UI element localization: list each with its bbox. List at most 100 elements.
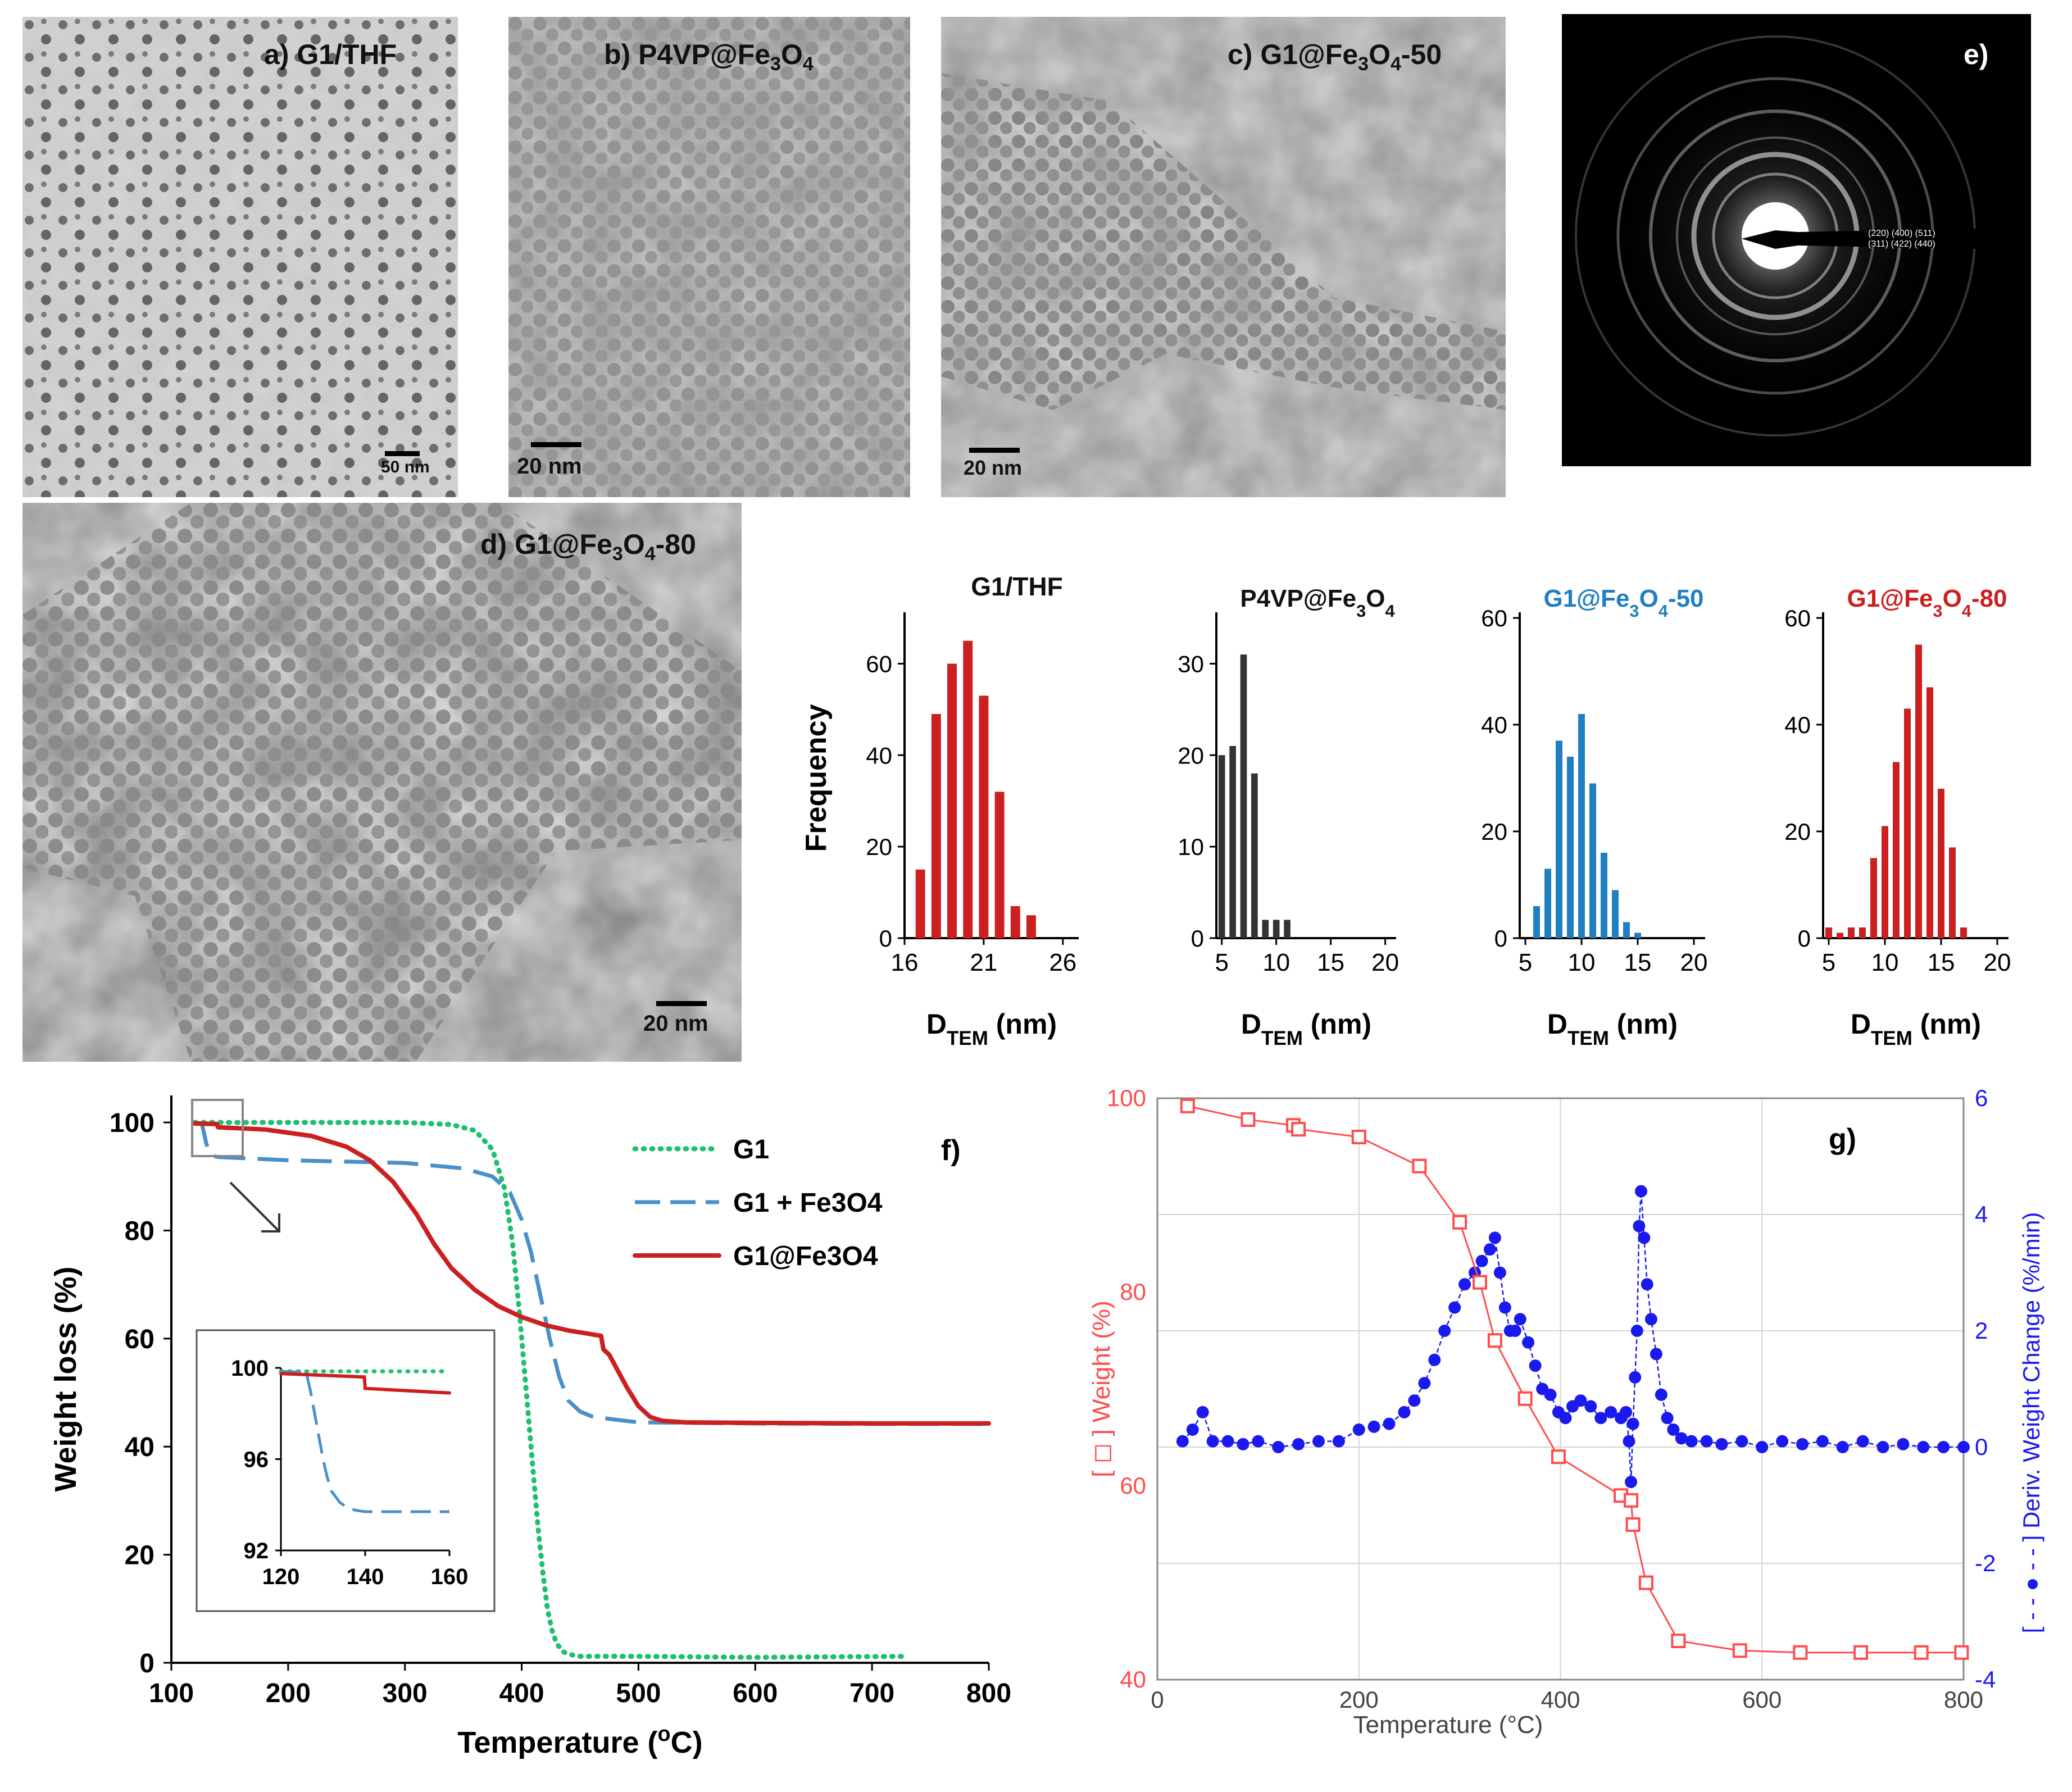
plot-frame xyxy=(1156,1097,1965,1681)
weight-point xyxy=(1853,1645,1869,1660)
histogram-bar xyxy=(1240,654,1247,938)
weight-point xyxy=(1180,1098,1195,1113)
histogram-title-part: G1@Fe xyxy=(1847,585,1933,612)
x-axis-label-part: C) xyxy=(671,1726,703,1759)
weight-point xyxy=(1291,1122,1306,1137)
tem-b-label: b) P4VP@Fe3O4 xyxy=(604,39,814,75)
inset-y-tick-label: 96 xyxy=(244,1448,269,1472)
x-tick-label: 600 xyxy=(733,1679,778,1708)
histogram-title-part: 4 xyxy=(1385,601,1395,621)
weight-point xyxy=(1517,1391,1533,1406)
y-tick-label: 60 xyxy=(866,651,892,677)
deriv-point xyxy=(1625,1476,1638,1489)
deriv-point xyxy=(1605,1406,1617,1418)
y-tick-label: 40 xyxy=(1481,712,1507,738)
histogram-bar xyxy=(1262,920,1269,938)
inset-x-tick-label: 120 xyxy=(262,1564,300,1589)
histogram-bar xyxy=(1882,826,1888,938)
zoom-arrow-head xyxy=(261,1213,280,1232)
histogram-bar xyxy=(1026,915,1036,938)
tem-e-label: e) xyxy=(1964,39,1989,70)
series-line-g1fe3o4 xyxy=(194,1120,989,1426)
diffraction-pattern: (220) (400) (511) (311) (422) (440) xyxy=(1575,35,2031,436)
histogram-bar xyxy=(1601,853,1607,938)
histogram-bar xyxy=(1556,740,1562,938)
deriv-point xyxy=(1196,1406,1209,1418)
inset-series-line xyxy=(280,1370,449,1513)
deriv-point xyxy=(1574,1394,1587,1407)
deriv-point xyxy=(1483,1243,1496,1256)
weight-point xyxy=(1638,1575,1653,1590)
y-tick-label: 60 xyxy=(1120,1472,1146,1499)
deriv-point xyxy=(1685,1435,1698,1448)
histogram-bar xyxy=(994,792,1005,938)
x-axis-label-part: (nm) xyxy=(988,1008,1057,1040)
x-axis-label-part: o xyxy=(658,1722,671,1746)
deriv-point xyxy=(1700,1435,1713,1448)
weight-point xyxy=(1624,1493,1639,1508)
deriv-point xyxy=(1186,1423,1199,1436)
x-tick-label: 400 xyxy=(1541,1686,1580,1713)
deriv-point xyxy=(1508,1325,1521,1337)
y-tick-label: 20 xyxy=(1784,818,1811,845)
tga-chart-f: 0 20 40 60 80 100 100 200 300 400 500 600 700 800 Temp… xyxy=(49,1095,1011,1759)
x-tick-label: 20 xyxy=(1680,949,1708,976)
x-axis-label: DTEM (nm) xyxy=(1547,1008,1678,1049)
x-axis-label: Temperature (oC) xyxy=(457,1722,702,1759)
y-tick-label: 10 xyxy=(1178,834,1204,860)
histogram-bar xyxy=(1533,906,1540,938)
deriv-point xyxy=(1667,1423,1680,1436)
histogram-2: 0 10 20 30 5 10 15 20 DTEM (nm) P4VP@Fe3O4 xyxy=(1178,585,1399,1049)
x-tick-label: 5 xyxy=(1822,949,1835,976)
histogram-bar xyxy=(1218,755,1225,938)
deriv-point xyxy=(1559,1412,1572,1425)
inset-x-tick-label: 140 xyxy=(347,1564,384,1589)
x-tick-label: 20 xyxy=(1984,949,2011,976)
histogram-title-part: O xyxy=(1639,585,1658,612)
deriv-point xyxy=(1312,1435,1325,1448)
x-axis-label-part: D xyxy=(1851,1008,1871,1040)
histogram-title-part: 4 xyxy=(1658,601,1668,621)
deriv-point xyxy=(1897,1438,1910,1450)
histogram-title-part: -80 xyxy=(1971,585,2007,612)
x-axis-label: DTEM (nm) xyxy=(1241,1008,1371,1049)
y-tick-label: 40 xyxy=(125,1432,155,1462)
inset-series-line xyxy=(279,1372,451,1395)
histogram-bar xyxy=(1893,762,1900,938)
tem-image-a-texture xyxy=(22,17,458,497)
y-tick-label: 0 xyxy=(1798,925,1811,952)
deriv-point xyxy=(1633,1220,1646,1232)
y-tick-label: 40 xyxy=(1120,1666,1146,1693)
histogram-bar xyxy=(1938,789,1944,938)
histogram-title-part: P4VP@Fe xyxy=(1240,585,1356,612)
y-axis-label-right: [ - - ● - - ] Deriv. Weight Change (%/mi… xyxy=(2018,1212,2044,1634)
histogram-title-part: 3 xyxy=(1933,601,1942,621)
histogram-title-part: 3 xyxy=(1356,601,1366,621)
deriv-point xyxy=(1735,1435,1748,1448)
tem-a-scalebar xyxy=(385,451,420,456)
y-tick-label: 60 xyxy=(1481,605,1507,631)
deriv-point xyxy=(1957,1441,1970,1453)
histogram-title-part: -50 xyxy=(1668,585,1704,612)
x-tick-label: 21 xyxy=(970,949,997,976)
y-tick-label: 20 xyxy=(1178,742,1204,768)
panel-label-g: g) xyxy=(1829,1123,1856,1156)
histogram-bar xyxy=(1960,927,1967,938)
legend-label: G1 + Fe3O4 xyxy=(733,1188,883,1218)
x-tick-label: 300 xyxy=(383,1679,428,1708)
x-tick-label: 200 xyxy=(266,1679,311,1708)
y-tick-label: 20 xyxy=(125,1541,155,1571)
histogram-title: P4VP@Fe3O4 xyxy=(1240,585,1394,621)
y-tick-label: 80 xyxy=(125,1216,155,1246)
deriv-point xyxy=(1876,1441,1889,1453)
deriv-point xyxy=(1176,1435,1189,1448)
x-tick-label: 800 xyxy=(966,1679,1011,1708)
deriv-point xyxy=(1796,1438,1809,1450)
x-tick-label: 15 xyxy=(1624,949,1652,976)
deriv-point xyxy=(1629,1371,1642,1384)
y-tick-label: 0 xyxy=(139,1649,155,1679)
x-tick-label: 5 xyxy=(1215,949,1228,976)
deriv-point xyxy=(1584,1400,1597,1413)
y-tick-label: 100 xyxy=(1107,1085,1146,1111)
deriv-point xyxy=(1458,1278,1471,1291)
